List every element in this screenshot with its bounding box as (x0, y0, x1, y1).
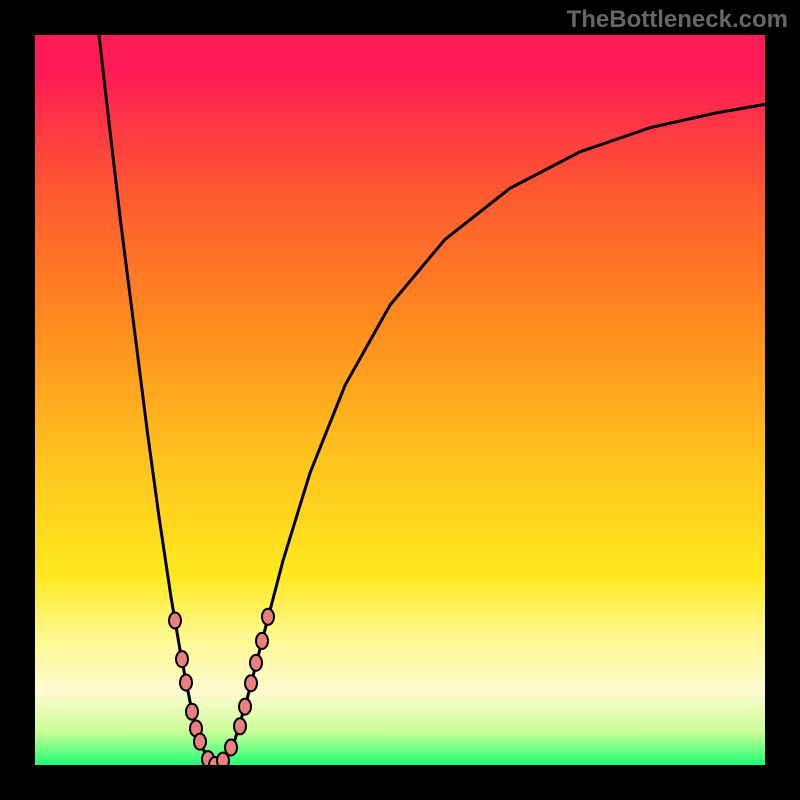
data-marker (180, 675, 192, 691)
chart-svg (35, 35, 765, 765)
data-marker (250, 655, 262, 671)
watermark-text: TheBottleneck.com (567, 6, 788, 34)
data-marker (176, 651, 188, 667)
data-marker (245, 675, 257, 691)
canvas-root: TheBottleneck.com (0, 0, 800, 800)
data-marker (262, 609, 274, 625)
data-marker (256, 633, 268, 649)
data-marker (239, 699, 251, 715)
data-marker (194, 734, 206, 750)
data-marker (169, 612, 181, 628)
data-marker (234, 718, 246, 734)
data-marker (225, 739, 237, 755)
data-marker (186, 704, 198, 720)
plot-area (35, 35, 765, 765)
